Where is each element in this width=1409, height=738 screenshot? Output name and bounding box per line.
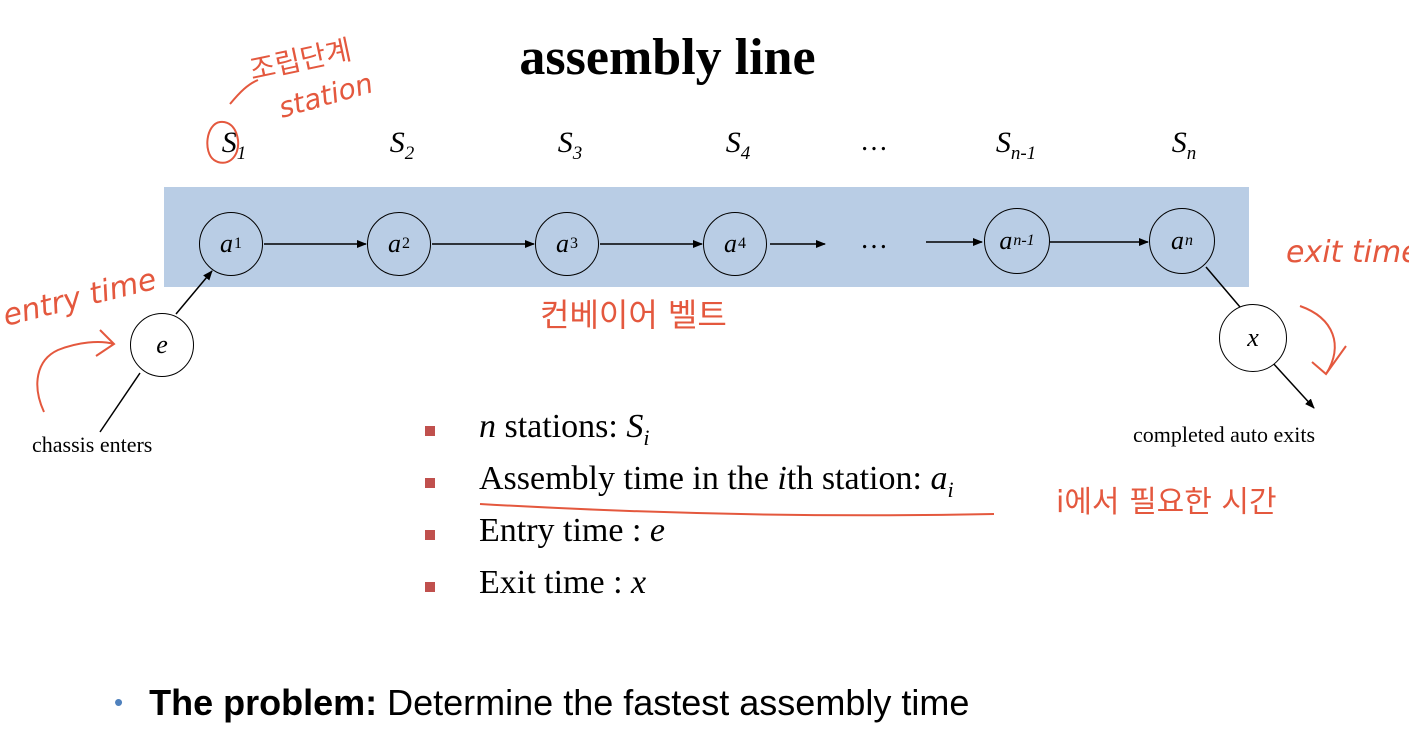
problem-label: The problem:: [149, 682, 378, 723]
annotation-exit-arrowhead: [1311, 345, 1347, 376]
bullet-square-icon: [425, 478, 435, 488]
bullet-square-icon: [425, 426, 435, 436]
bullet-square-icon: [425, 530, 435, 540]
caption-chassis-enters: chassis enters: [32, 432, 153, 457]
problem-bullet-icon: •: [114, 687, 124, 717]
exit-arrow: [1271, 361, 1315, 409]
node-an-1: a n-1: [984, 208, 1050, 274]
caption-auto-exits: completed auto exits: [1133, 422, 1316, 447]
station-label-2: S2: [389, 126, 415, 164]
chassis-enter-line: [99, 372, 141, 433]
station-ellipsis: …: [860, 126, 888, 157]
station-label-n-1: Sn-1: [995, 126, 1037, 164]
problem-text: Determine the fastest assembly time: [377, 682, 970, 723]
entry-arrow: [175, 270, 213, 315]
exit-node: x: [1219, 304, 1287, 372]
problem-statement: • The problem: Determine the fastest asse…: [114, 682, 969, 724]
annotation-entry-arrowhead: [95, 329, 116, 357]
annotation-bullet-note: i에서 필요한 시간: [1056, 485, 1277, 520]
annotation-pointer-s1: [229, 79, 259, 105]
entry-node: e: [130, 313, 194, 377]
annotation-exit-time: exit time: [1286, 235, 1409, 270]
annotation-circle-s1: [206, 120, 240, 164]
station-label-n: Sn: [1171, 126, 1197, 164]
bullet-square-icon: [425, 582, 435, 592]
annotation-belt: 컨베이어 벨트: [540, 296, 727, 334]
annotation-entry-time: entry time: [0, 262, 160, 334]
station-label-4: S4: [725, 126, 751, 164]
annotation-exit-curve: [1299, 305, 1336, 375]
annotation-underline: [479, 503, 995, 517]
node-ellipsis: …: [860, 224, 888, 255]
annotation-entry-curve: [36, 341, 115, 413]
exit-line: [1205, 266, 1241, 308]
station-label-3: S3: [557, 126, 583, 164]
station-label-1: S1: [221, 126, 247, 164]
slide-title: assembly line: [519, 29, 816, 86]
